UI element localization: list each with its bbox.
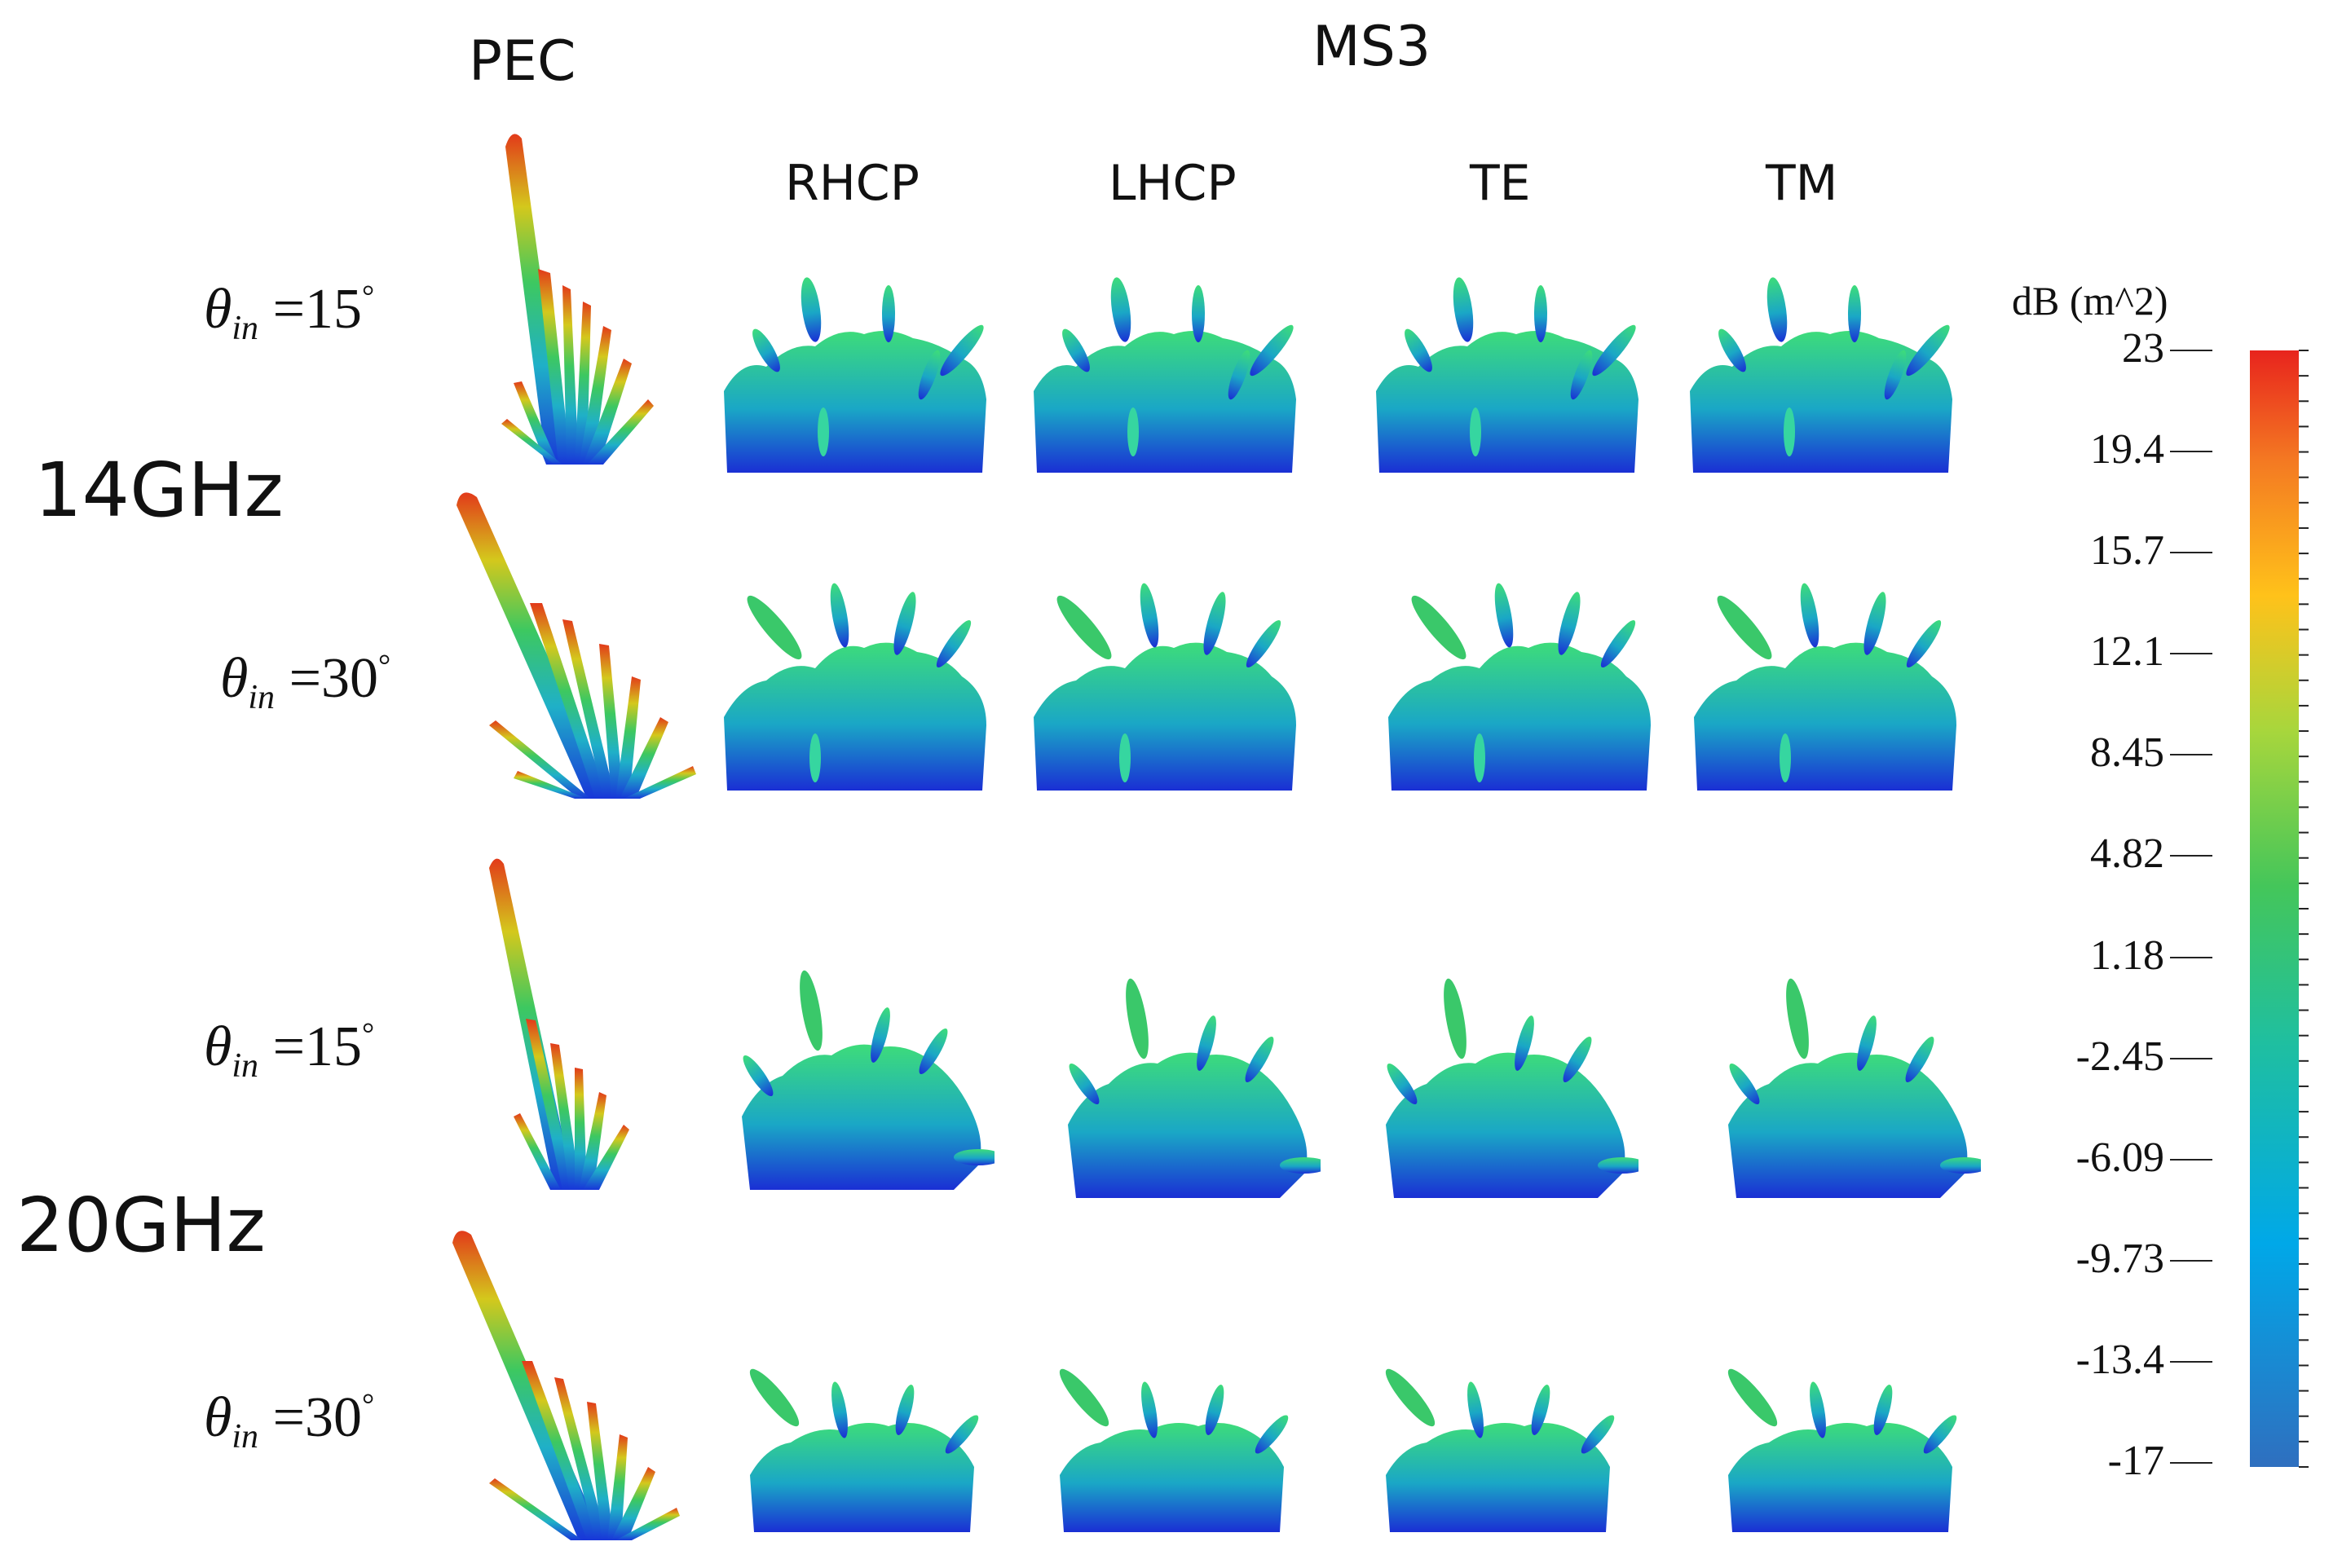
ms3-pattern-14ghz-15deg-tm	[1690, 275, 1955, 473]
ms3-pattern-20ghz-30deg-tm	[1722, 1363, 1961, 1532]
colorbar-tick-label: -6.09	[2075, 1134, 2164, 1181]
ms3-pattern-14ghz-30deg-rhcp	[724, 582, 986, 791]
colorbar-tick-label: 1.18	[2090, 932, 2164, 979]
colorbar-tick-mark	[2170, 451, 2212, 453]
colorbar-tick-label: 8.45	[2090, 729, 2164, 777]
ms3-pattern-14ghz-15deg-te	[1376, 275, 1641, 473]
ms3-pattern-20ghz-30deg-lhcp	[1053, 1363, 1293, 1532]
colorbar-tick-label: 23	[2122, 325, 2164, 372]
colorbar-tick-label: -9.73	[2075, 1235, 2164, 1282]
pec-header: PEC	[469, 29, 576, 94]
colorbar-tick-label: 15.7	[2090, 527, 2164, 575]
colorbar-tick-mark	[2170, 956, 2212, 958]
ms3-pattern-20ghz-30deg-rhcp	[743, 1363, 983, 1532]
colorbar-tick-mark	[2170, 653, 2212, 655]
column-header-lhcp: LHCP	[1109, 155, 1237, 212]
colorbar-tick-label: 4.82	[2090, 830, 2164, 878]
colorbar-tick-label: -17	[2107, 1438, 2164, 1484]
ms3-pattern-14ghz-15deg-lhcp	[1034, 275, 1299, 473]
colorbar-tick-mark	[2170, 1057, 2212, 1059]
ms3-pattern-14ghz-30deg-lhcp	[1034, 582, 1296, 791]
column-header-rhcp: RHCP	[785, 155, 920, 212]
colorbar-tick-mark	[2170, 754, 2212, 756]
colorbar-tick-label: -13.4	[2075, 1336, 2164, 1383]
colorbar-unit-label: dB (m^2)	[2012, 278, 2168, 324]
incidence-angle-label: θin =30°	[220, 647, 391, 716]
incidence-angle-label: θin =15°	[204, 1015, 375, 1085]
colorbar-tick-label: 19.4	[2090, 426, 2164, 473]
colorbar-tick-mark	[2170, 1158, 2212, 1161]
ms3-pattern-20ghz-15deg-rhcp	[739, 968, 995, 1190]
ms3-pattern-20ghz-30deg-te	[1379, 1363, 1619, 1532]
colorbar-gradient	[2250, 350, 2299, 1467]
pec-pattern-20ghz-30deg	[452, 1231, 680, 1540]
ms3-pattern-20ghz-15deg-tm	[1725, 976, 1981, 1198]
ms3-pattern-14ghz-15deg-rhcp	[724, 275, 989, 473]
colorbar-tick-mark	[2170, 350, 2212, 351]
frequency-label-14ghz: 14GHz	[34, 447, 284, 534]
pec-pattern-20ghz-15deg	[489, 858, 629, 1190]
colorbar-tick-label: 12.1	[2090, 628, 2164, 676]
ms3-pattern-14ghz-30deg-tm	[1694, 582, 1956, 791]
colorbar-tick-mark	[2170, 1259, 2212, 1262]
colorbar-tick-mark	[2170, 552, 2212, 554]
colorbar	[2250, 350, 2309, 1468]
ms3-pattern-14ghz-30deg-te	[1388, 582, 1651, 791]
pec-pattern-14ghz-30deg	[456, 492, 696, 799]
colorbar-tick-mark	[2170, 1462, 2212, 1464]
column-header-tm: TM	[1766, 155, 1838, 212]
colorbar-tick-mark	[2170, 1360, 2212, 1363]
incidence-angle-label: θin =30°	[204, 1386, 375, 1456]
ms3-pattern-20ghz-15deg-te	[1383, 976, 1639, 1198]
frequency-label-20ghz: 20GHz	[16, 1182, 266, 1269]
ms3-header: MS3	[1312, 15, 1431, 79]
pec-pattern-14ghz-15deg	[501, 134, 654, 465]
colorbar-tick-label: -2.45	[2075, 1033, 2164, 1080]
ms3-pattern-20ghz-15deg-lhcp	[1065, 976, 1321, 1198]
colorbar-tick-mark	[2170, 855, 2212, 857]
column-header-te: TE	[1470, 155, 1531, 212]
incidence-angle-label: θin =15°	[204, 278, 375, 347]
